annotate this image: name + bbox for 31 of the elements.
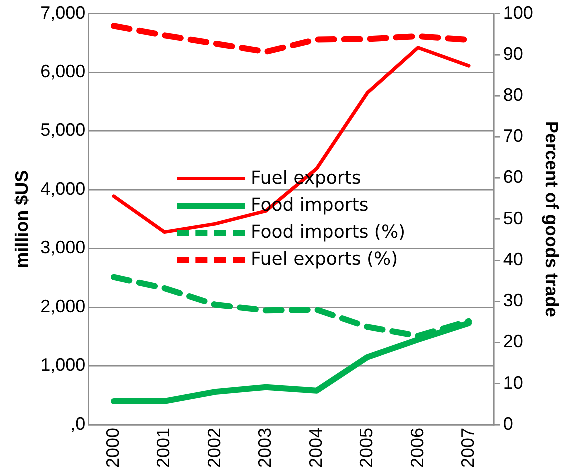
x-tick-label: 2000 <box>102 428 123 468</box>
legend-label: Fuel exports (%) <box>251 248 398 272</box>
y2-tick-label: 80 <box>503 85 524 105</box>
legend-label: Food imports (%) <box>251 221 406 246</box>
y-tick-label: 2,000 <box>40 296 86 316</box>
y2-tick-label: 90 <box>503 44 524 64</box>
y2-tick-label: 10 <box>503 372 524 393</box>
y-axis-title: million $US <box>12 170 32 268</box>
y-tick-label: 6,000 <box>40 62 86 82</box>
y2-tick-label: 60 <box>503 167 524 188</box>
y-tick-label: 7,000 <box>40 2 86 23</box>
y2-tick-label: 30 <box>503 290 524 311</box>
x-tick-label: 2001 <box>154 428 174 468</box>
y-tick-label: 4,000 <box>40 178 86 199</box>
y2-tick-label: 50 <box>503 208 524 228</box>
y-tick-label: 1,000 <box>40 355 86 376</box>
y-tick-label: 5,000 <box>40 120 86 140</box>
y2-axis-title: Percent of goods trade <box>542 121 562 318</box>
x-tick-label: 2002 <box>204 428 224 468</box>
y2-tick-label: 70 <box>503 126 524 146</box>
y-tick-label: ,0 <box>70 414 86 434</box>
x-tick-label: 2007 <box>458 428 478 468</box>
y2-tick-label: 40 <box>503 249 524 270</box>
y2-tick-label: 0 <box>503 414 514 434</box>
y2-tick-label: 20 <box>503 332 524 352</box>
x-tick-label: 2006 <box>407 428 428 468</box>
x-tick-label: 2004 <box>306 428 326 468</box>
x-tick-label: 2003 <box>255 428 276 468</box>
x-tick-label: 2005 <box>356 428 377 468</box>
y2-tick-label: 100 <box>503 2 534 23</box>
y-tick-label: 3,000 <box>40 238 86 258</box>
